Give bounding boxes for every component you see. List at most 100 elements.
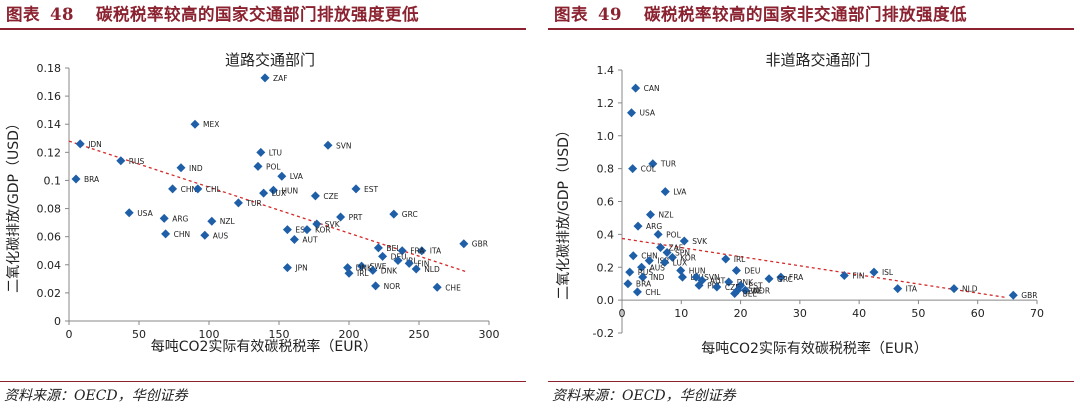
y-tick-label: 0.08: [37, 203, 62, 216]
chart-title: 非道路交通部门: [765, 51, 870, 69]
data-label-lux: LUX: [673, 258, 687, 267]
data-point-chn: [168, 184, 178, 194]
data-point-fra: [776, 272, 786, 282]
x-tick-label: 60: [971, 307, 985, 320]
data-point-deu: [378, 251, 388, 261]
data-label-chn: CHN: [174, 230, 191, 239]
data-label-ita: ITA: [906, 285, 918, 294]
x-tick-label: 50: [132, 328, 146, 341]
data-point-lva: [277, 171, 287, 181]
data-label-swe: SWE: [746, 286, 763, 295]
figure-number: 48: [50, 5, 74, 24]
data-label-aus: AUS: [650, 263, 666, 272]
data-point-arg: [159, 213, 169, 223]
data-point-hun: [268, 185, 278, 195]
data-point-grc: [764, 274, 774, 284]
x-tick-label: 50: [911, 307, 925, 320]
data-label-svk: SVK: [325, 220, 341, 229]
data-label-gbr: GBR: [472, 240, 488, 249]
data-point-tur: [233, 198, 243, 208]
data-label-chl: CHL: [645, 288, 661, 297]
x-tick-label: 30: [793, 307, 807, 320]
data-label-fin: FIN: [417, 259, 429, 268]
x-tick-label: 200: [339, 328, 360, 341]
data-point-zaf: [260, 73, 270, 83]
figure-title-bar: 图表 48 碳税税率较高的国家交通部门排放强度更低: [6, 1, 419, 25]
y-axis-label: 二氧化碳排放/GDP（USD）: [556, 123, 572, 300]
data-point-bra: [623, 279, 633, 289]
data-point-zaf: [656, 243, 666, 253]
x-tick-label: 10: [674, 307, 688, 320]
data-label-nld: NLD: [424, 265, 440, 274]
y-tick-label: 0.1: [44, 174, 62, 187]
x-tick-label: 250: [409, 328, 430, 341]
data-label-pol: POL: [266, 162, 281, 171]
data-point-fin: [404, 258, 414, 268]
data-point-arg: [633, 221, 643, 231]
data-point-cze: [310, 191, 320, 201]
data-label-kor: KOR: [315, 226, 331, 235]
data-label-chn: CHN: [181, 185, 198, 194]
data-label-dnk: DNK: [737, 278, 754, 287]
data-label-lva: LVA: [673, 188, 687, 197]
data-point-nzl: [645, 210, 655, 220]
data-point-can: [631, 83, 641, 93]
data-label-col: COL: [641, 165, 657, 174]
data-label-jdn: JDN: [87, 140, 102, 149]
data-label-grc: GRC: [402, 210, 418, 219]
data-label-gbr: GBR: [1021, 291, 1037, 300]
data-label-usa: USA: [137, 209, 153, 218]
data-point-fin: [839, 270, 849, 280]
data-label-rus: RUS: [638, 268, 654, 277]
data-point-mex: [190, 119, 200, 129]
figure-label: 图表: [6, 5, 40, 24]
data-label-usa: USA: [639, 109, 655, 118]
data-label-fra: FRA: [789, 273, 804, 282]
data-point-chn: [161, 229, 171, 239]
data-label-prt: PRT: [349, 213, 363, 222]
data-point-isr: [644, 256, 654, 266]
data-label-ind: IND: [189, 164, 203, 173]
data-point-kor: [667, 252, 677, 262]
y-axis-label: 二氧化碳排放/GDP（USD）: [6, 116, 22, 293]
data-label-bel: BEL: [386, 244, 401, 253]
data-point-bra: [71, 174, 81, 184]
title-rule: [0, 28, 526, 30]
data-point-esp: [282, 225, 292, 235]
data-point-svn: [323, 140, 333, 150]
y-tick-label: 1.2: [597, 97, 615, 110]
data-point-spn: [662, 247, 672, 257]
data-label-est: EST: [749, 281, 763, 290]
figure-49: 图表 49 碳税税率较高的国家非交通部门排放强度低 非道路交通部门 -0.2 0.0 0.…: [548, 0, 1074, 409]
y-tick-label: 0.2: [597, 261, 615, 274]
y-tick-label: 0.6: [597, 196, 615, 209]
y-tick-label: 0.8: [597, 163, 615, 176]
data-label-chn: CHN: [641, 252, 658, 261]
data-point-svn: [691, 272, 701, 282]
x-axis-label: 每吨CO2实际有效碳税税率（EUR）: [151, 338, 378, 355]
data-point-jdn: [75, 139, 85, 149]
data-label-aut: AUT: [710, 276, 726, 285]
data-label-nzl: NZL: [220, 217, 236, 226]
trend-line: [621, 237, 1008, 299]
x-tick-label: 150: [269, 328, 290, 341]
y-tick-label: 1.4: [597, 64, 615, 77]
data-label-est: EST: [364, 185, 378, 194]
data-point-usa: [626, 108, 636, 118]
data-label-grc: GRC: [777, 275, 793, 284]
data-label-deu: DEU: [744, 267, 760, 276]
data-point-ita: [893, 284, 903, 294]
data-point-che: [432, 282, 442, 292]
data-label-pol: POL: [666, 230, 681, 239]
source-note: 资料来源：OECD，华创证券: [4, 388, 188, 404]
data-point-cze: [712, 282, 722, 292]
data-point-nld: [411, 264, 421, 274]
y-tick-label: 0.02: [37, 287, 62, 300]
data-point-dnk: [724, 277, 734, 287]
data-point-aus: [637, 262, 647, 272]
data-label-rus: RUS: [129, 157, 145, 166]
data-point-prt: [694, 280, 704, 290]
figure-label: 图表: [554, 5, 588, 24]
data-point-usa: [124, 208, 134, 218]
data-point-pol: [253, 161, 263, 171]
